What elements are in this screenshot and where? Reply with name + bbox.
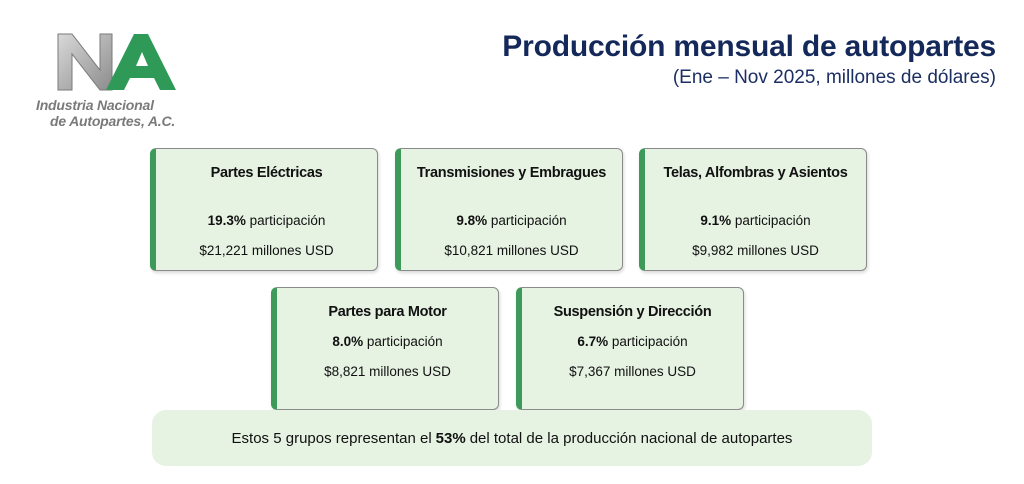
card-title: Telas, Alfombras y Asientos [663, 165, 848, 181]
card-amount: $9,982 millones USD [692, 243, 819, 258]
page-subtitle: (Ene – Nov 2025, millones de dólares) [672, 67, 996, 88]
org-name-line2: de Autopartes, A.C. [50, 113, 176, 129]
org-name: Industria Nacional de Autopartes, A.C. [36, 97, 206, 129]
category-card-partes-electricas: Partes Eléctricas 19.3% participación $2… [150, 148, 378, 271]
share-value: 9.1% [700, 213, 732, 228]
card-share: 6.7% participación [522, 334, 743, 349]
summary-text-after: del total de la producción nacional de a… [469, 429, 793, 447]
share-value: 8.0% [332, 334, 364, 349]
card-share: 9.1% participación [645, 213, 866, 228]
share-label: participación [366, 334, 443, 349]
logo: Industria Nacional de Autopartes, A.C. [36, 30, 206, 140]
share-label: participación [249, 213, 326, 228]
summary-text-before: Estos 5 grupos representan el [231, 429, 432, 447]
ina-logo-icon [57, 33, 176, 91]
share-value: 9.8% [456, 213, 488, 228]
card-amount: $7,367 millones USD [569, 364, 696, 379]
card-title: Suspensión y Dirección [553, 304, 712, 320]
card-share: 9.8% participación [401, 213, 622, 228]
card-share: 19.3% participación [156, 213, 377, 228]
share-label: participación [611, 334, 688, 349]
org-name-line1: Industria Nacional [36, 97, 154, 113]
card-title: Partes Eléctricas [210, 165, 323, 181]
share-value: 6.7% [577, 334, 609, 349]
card-amount: $10,821 millones USD [444, 243, 579, 258]
share-label: participación [734, 213, 811, 228]
category-card-suspension: Suspensión y Dirección 6.7% participació… [516, 287, 744, 410]
category-card-telas: Telas, Alfombras y Asientos 9.1% partici… [639, 148, 867, 271]
card-share: 8.0% participación [277, 334, 498, 349]
card-amount: $21,221 millones USD [199, 243, 334, 258]
card-title: Partes para Motor [328, 304, 447, 320]
share-label: participación [490, 213, 567, 228]
page-title: Producción mensual de autopartes [502, 30, 996, 63]
summary-highlight: 53% [435, 429, 466, 447]
category-card-partes-motor: Partes para Motor 8.0% participación $8,… [271, 287, 499, 410]
summary-banner: Estos 5 grupos representan el 53% del to… [152, 410, 872, 466]
card-amount: $8,821 millones USD [324, 364, 451, 379]
category-card-transmisiones: Transmisiones y Embragues 9.8% participa… [395, 148, 623, 271]
share-value: 19.3% [207, 213, 246, 228]
card-title: Transmisiones y Embragues [416, 165, 607, 181]
